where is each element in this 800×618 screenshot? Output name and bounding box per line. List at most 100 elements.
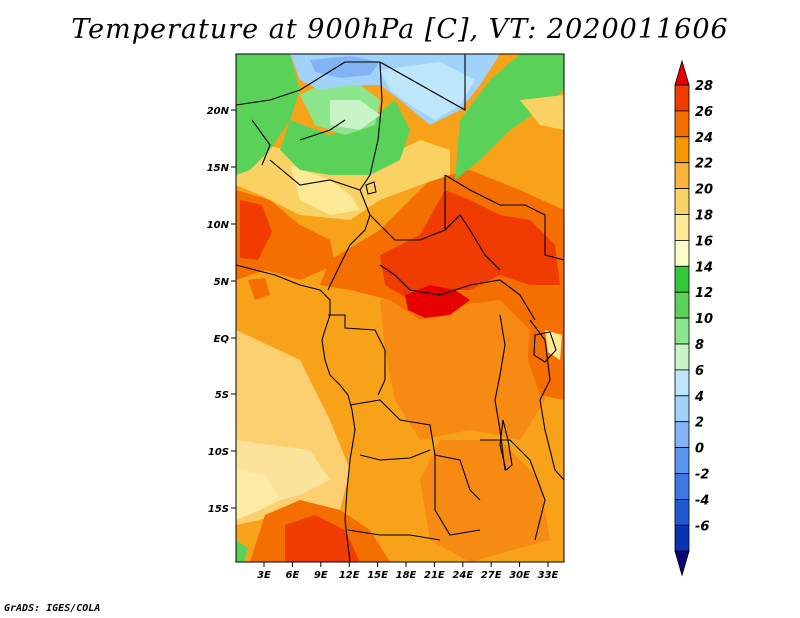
border-car-drc: [379, 264, 536, 321]
lake-victoria: [533, 331, 557, 363]
border-east-lakes: [529, 319, 564, 481]
colorbar-label: 20: [695, 183, 713, 198]
colorbar-swatch: [674, 188, 690, 215]
field-east-orange: [420, 440, 550, 562]
map-frame: [235, 53, 565, 563]
lat-label: 15N: [207, 163, 230, 174]
colorbar-swatch: [674, 291, 690, 319]
lat-label: EQ: [214, 334, 230, 345]
border-niger-chad: [359, 61, 383, 191]
lat-label: 5S: [215, 390, 229, 401]
lon-label: 15E: [367, 570, 388, 581]
colorbar-swatch: [674, 265, 690, 293]
field-sahel-pale: [290, 165, 360, 215]
lon-label: 9E: [314, 570, 328, 581]
field-central-hottest: [405, 285, 470, 318]
lon-label: 12E: [339, 570, 360, 581]
colorbar-label: 4: [694, 390, 704, 405]
border-nigeria-north: [269, 159, 361, 191]
colorbar-label: 6: [695, 364, 704, 379]
colorbar-top-arrow: [674, 59, 690, 86]
colorbar-label: 0: [695, 442, 704, 457]
lon-label: 27E: [481, 570, 502, 581]
colorbar-swatch: [674, 369, 690, 397]
colorbar-swatch: [674, 343, 690, 371]
colorbar-label: 10: [695, 312, 713, 327]
internal-line-2: [299, 119, 346, 141]
field-green-central: [280, 100, 410, 175]
coastline: [236, 264, 356, 562]
credit-text: GrADS: IGES/COLA: [4, 603, 101, 614]
field-green-paler: [330, 100, 380, 130]
colorbar-label: 8: [695, 338, 704, 353]
field-west-hotter: [240, 200, 272, 260]
internal-line-4: [359, 449, 431, 461]
colorbar-swatch: [674, 473, 690, 500]
colorbar-swatch: [674, 498, 690, 526]
field-congo-orange: [380, 280, 545, 440]
border-libya-sudan: [379, 54, 466, 111]
lat-label: 10S: [208, 447, 229, 458]
field-east-pale: [545, 330, 562, 360]
colorbar-bottom-arrow: [674, 550, 690, 577]
lon-label: 33E: [538, 570, 559, 581]
colorbar-swatch: [674, 239, 690, 267]
lat-label: 10N: [207, 220, 230, 231]
lon-label: 18E: [396, 570, 417, 581]
colorbar-swatch: [674, 110, 690, 138]
colorbar-swatch: [674, 447, 690, 474]
country-borders: [236, 54, 564, 562]
border-sahara: [236, 61, 380, 106]
colorbar-label: 24: [695, 131, 713, 146]
field-green-west: [236, 54, 300, 175]
colorbar-label: -4: [695, 493, 709, 508]
lat-label: 5N: [214, 277, 230, 288]
field-blue-lighter: [380, 62, 475, 120]
temperature-field: [236, 54, 564, 562]
lon-label: 21E: [424, 570, 445, 581]
border-gabon-congo: [328, 314, 386, 396]
colorbar-swatch: [674, 162, 690, 189]
border-chad-car: [369, 214, 501, 271]
colorbar-swatch: [674, 421, 690, 449]
field-green-ne: [455, 54, 564, 180]
field-guinea-orange: [248, 278, 270, 300]
colorbar-swatch: [674, 214, 690, 241]
internal-line-1: [251, 119, 271, 166]
lake-chad: [365, 181, 377, 195]
colorbar-swatch: [674, 395, 690, 423]
internal-line-3: [480, 439, 546, 541]
colorbar-label: -6: [695, 519, 709, 534]
colorbar-label: 12: [695, 286, 713, 301]
colorbar-label: -2: [695, 468, 709, 483]
field-central-hotter: [380, 190, 560, 300]
latitude-axis: 20N 15N 10N 5N EQ 5S 10S 15S: [207, 106, 236, 515]
field-ne-tip-yellow: [520, 95, 564, 130]
colorbar-label: 22: [695, 157, 713, 172]
border-drc-angola: [349, 399, 481, 501]
lon-label: 6E: [286, 570, 300, 581]
lon-label: 24E: [452, 570, 473, 581]
longitude-axis: 3E 6E 9E 12E 15E 18E 21E 24E 27E 30E 33E: [257, 562, 559, 581]
colorbar-swatch: [674, 136, 690, 164]
lat-label: 20N: [207, 106, 230, 117]
field-southern-coast: [236, 470, 280, 520]
colorbar-swatch: [674, 84, 690, 112]
colorbar-label: 16: [695, 234, 713, 249]
border-sudan: [444, 174, 564, 261]
colorbar-label: 2: [695, 416, 704, 431]
colorbar-label: 26: [695, 105, 713, 120]
colorbar-label: 28: [695, 79, 713, 94]
border-nigeria-cameroon: [327, 189, 371, 291]
lat-label: 15S: [208, 504, 229, 515]
border-namibia: [347, 529, 441, 541]
colorbar-label: 14: [695, 260, 713, 275]
lon-label: 30E: [509, 570, 530, 581]
map-title: Temperature at 900hPa [C], VT: 202001160…: [71, 14, 729, 45]
field-sw-green: [236, 540, 248, 562]
colorbar-label: 18: [695, 209, 713, 224]
lake-tanganyika: [499, 419, 513, 471]
